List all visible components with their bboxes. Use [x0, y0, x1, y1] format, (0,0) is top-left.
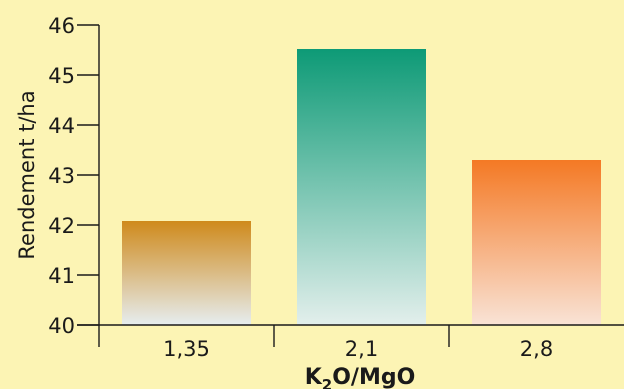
y-tick-label-45: 45	[48, 64, 75, 88]
bar-2-1	[297, 49, 426, 325]
y-tick-label-46: 46	[48, 14, 75, 38]
y-tick-label-41: 41	[48, 264, 75, 288]
y-tick-label-44: 44	[48, 114, 75, 138]
y-tick-label-43: 43	[48, 164, 75, 188]
x-tick-label-2-1: 2,1	[345, 337, 378, 361]
bar-1-35	[122, 221, 251, 325]
x-tick-label-1-35: 1,35	[163, 337, 210, 361]
x-axis-title-suffix: O/MgO	[332, 365, 415, 389]
bar-2-8	[472, 160, 601, 325]
y-axis-title: Rendement t/ha	[15, 90, 39, 259]
axes-group: 40 41 42 43 44 45 46 1,35 2,1 2,8	[48, 14, 624, 361]
y-tick-label-40: 40	[48, 314, 75, 338]
x-axis-title-subscript: 2	[322, 376, 332, 389]
bars-group	[122, 49, 601, 325]
x-axis-title: K2O/MgO	[305, 365, 416, 389]
x-tick-label-2-8: 2,8	[520, 337, 553, 361]
x-axis-title-prefix: K	[305, 365, 323, 389]
y-tick-label-42: 42	[48, 214, 75, 238]
